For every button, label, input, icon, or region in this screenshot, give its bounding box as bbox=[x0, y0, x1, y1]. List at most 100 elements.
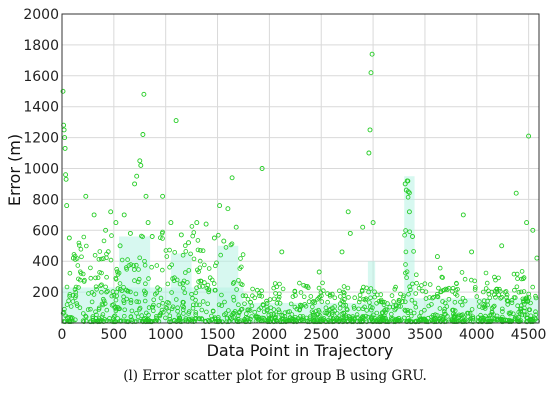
data-point bbox=[370, 305, 375, 311]
data-point bbox=[440, 315, 446, 320]
data-point bbox=[491, 316, 497, 322]
data-point bbox=[177, 315, 183, 321]
data-point bbox=[346, 295, 351, 300]
data-point bbox=[289, 312, 295, 317]
data-point bbox=[97, 270, 102, 275]
data-point bbox=[212, 287, 218, 293]
data-point bbox=[229, 241, 235, 247]
data-point bbox=[389, 293, 395, 298]
data-point bbox=[515, 303, 520, 309]
data-point bbox=[469, 249, 475, 255]
data-point bbox=[469, 307, 475, 312]
data-point bbox=[452, 308, 458, 314]
data-point bbox=[503, 317, 509, 323]
data-point bbox=[325, 291, 330, 296]
data-point bbox=[139, 313, 145, 318]
data-point bbox=[193, 312, 199, 317]
data-point bbox=[166, 309, 172, 314]
data-point bbox=[530, 227, 536, 233]
data-point bbox=[320, 280, 325, 286]
data-point bbox=[483, 286, 489, 291]
data-point bbox=[141, 91, 147, 97]
data-point bbox=[132, 278, 137, 283]
data-point bbox=[405, 189, 411, 195]
data-point bbox=[264, 298, 269, 304]
data-point bbox=[237, 266, 243, 271]
data-point bbox=[280, 316, 286, 322]
data-point bbox=[250, 286, 255, 292]
data-point bbox=[351, 306, 357, 311]
data-point bbox=[470, 319, 476, 325]
data-point bbox=[355, 315, 360, 320]
data-point bbox=[101, 238, 107, 244]
data-point bbox=[329, 291, 335, 297]
data-point bbox=[481, 302, 487, 307]
data-point bbox=[434, 254, 440, 260]
data-point bbox=[149, 264, 154, 270]
data-point bbox=[291, 316, 297, 322]
data-point bbox=[118, 286, 123, 292]
data-point bbox=[407, 229, 413, 235]
data-point bbox=[99, 270, 104, 276]
data-point bbox=[183, 243, 188, 248]
data-point bbox=[509, 300, 515, 306]
data-point bbox=[533, 293, 538, 299]
data-point bbox=[88, 265, 93, 271]
data-point bbox=[374, 300, 379, 306]
data-point bbox=[99, 301, 105, 307]
data-point bbox=[351, 304, 357, 309]
data-point bbox=[95, 275, 101, 281]
data-point bbox=[133, 291, 139, 297]
x-tick-label: 500 bbox=[100, 327, 127, 343]
data-point bbox=[294, 306, 300, 312]
data-point bbox=[62, 135, 68, 141]
data-point bbox=[230, 281, 236, 286]
data-point bbox=[297, 280, 302, 286]
data-point bbox=[519, 312, 525, 318]
data-point bbox=[145, 220, 151, 226]
data-point bbox=[100, 312, 106, 317]
data-point bbox=[525, 299, 531, 305]
data-point bbox=[260, 302, 266, 308]
data-point bbox=[186, 240, 191, 246]
data-point bbox=[462, 276, 468, 282]
data-point bbox=[219, 292, 224, 298]
data-point bbox=[104, 289, 109, 295]
data-point bbox=[341, 311, 347, 316]
data-point bbox=[92, 253, 98, 258]
data-point bbox=[104, 251, 109, 257]
data-point bbox=[113, 297, 119, 303]
data-point bbox=[210, 309, 216, 314]
data-point bbox=[290, 294, 296, 299]
data-point bbox=[462, 298, 468, 304]
data-point bbox=[261, 309, 267, 315]
data-point bbox=[231, 297, 237, 303]
data-point bbox=[83, 313, 88, 319]
data-point bbox=[271, 307, 277, 312]
data-point bbox=[151, 297, 157, 303]
data-point bbox=[499, 243, 505, 249]
data-point bbox=[312, 319, 318, 325]
data-point bbox=[454, 319, 460, 325]
data-point bbox=[94, 312, 99, 318]
shade-band bbox=[367, 261, 376, 323]
data-point bbox=[480, 289, 486, 295]
data-point bbox=[266, 312, 272, 318]
data-point bbox=[178, 232, 184, 238]
data-point bbox=[396, 299, 402, 305]
data-point bbox=[309, 304, 315, 310]
data-point bbox=[430, 295, 435, 301]
data-point bbox=[67, 270, 73, 276]
data-point bbox=[233, 224, 239, 230]
data-point bbox=[113, 275, 118, 281]
y-axis-title: Error (m) bbox=[5, 134, 24, 206]
data-point bbox=[158, 235, 163, 241]
data-point bbox=[419, 283, 424, 288]
data-point bbox=[62, 319, 67, 325]
data-point bbox=[423, 289, 429, 295]
data-point bbox=[99, 289, 104, 295]
data-point bbox=[165, 299, 170, 305]
data-point bbox=[456, 312, 462, 318]
data-point bbox=[257, 293, 262, 299]
data-point bbox=[356, 306, 362, 312]
